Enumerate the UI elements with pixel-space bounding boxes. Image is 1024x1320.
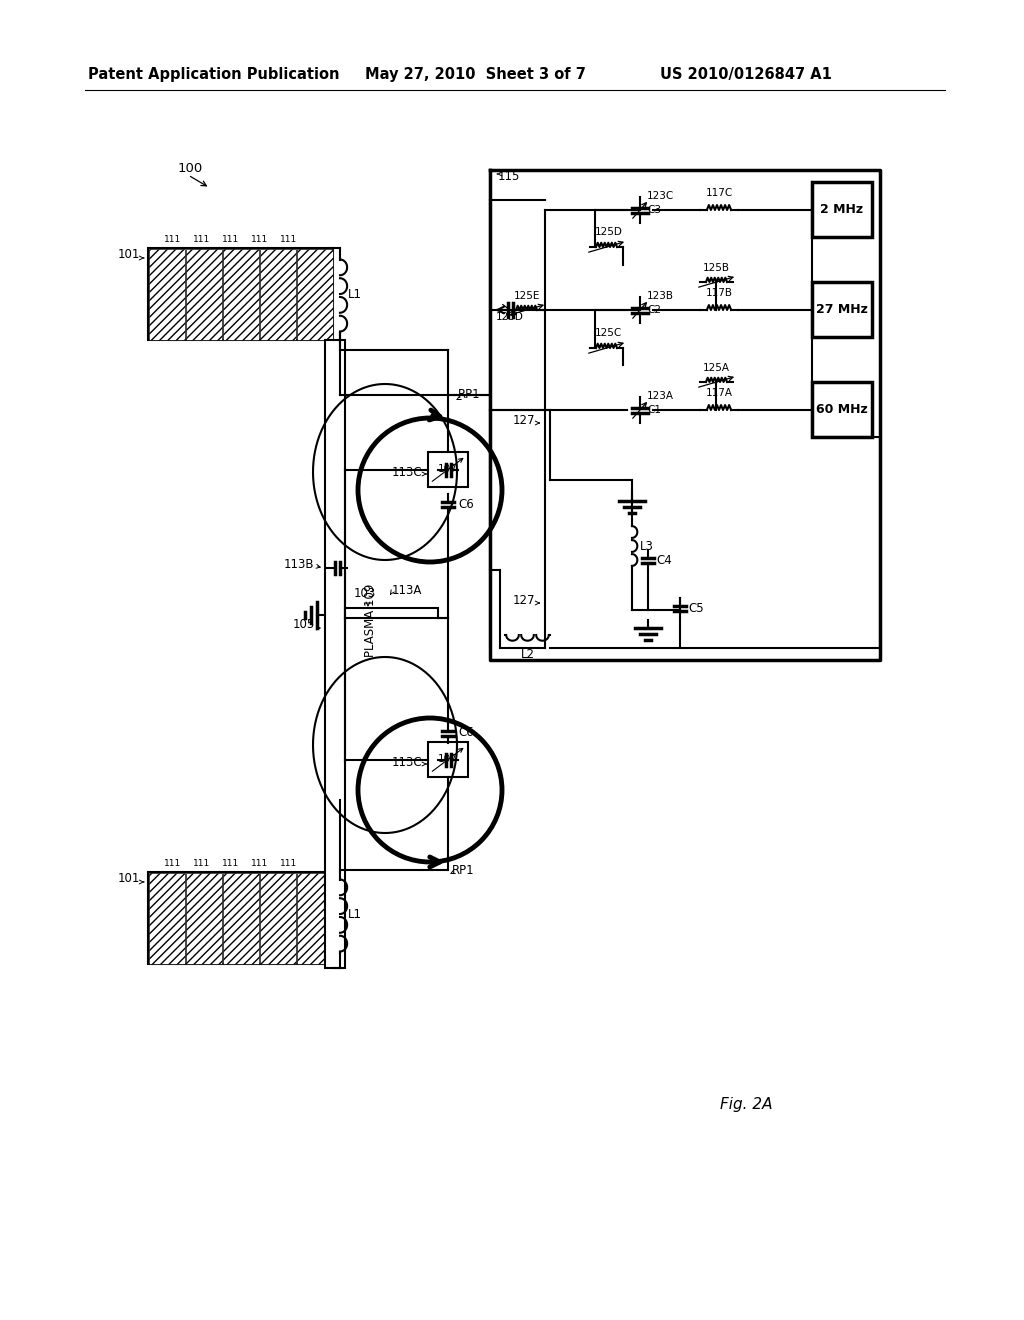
Text: 27 MHz: 27 MHz — [816, 304, 868, 315]
Text: RP1: RP1 — [452, 863, 475, 876]
Text: 111: 111 — [222, 235, 240, 244]
Text: 111: 111 — [281, 235, 298, 244]
Text: 101: 101 — [118, 873, 140, 886]
Text: 113B: 113B — [284, 558, 314, 572]
Text: L2: L2 — [521, 648, 535, 661]
Text: C5: C5 — [688, 602, 703, 615]
Text: 111: 111 — [251, 859, 268, 869]
Text: 111: 111 — [251, 235, 268, 244]
Text: 103: 103 — [354, 587, 376, 601]
Text: 100: 100 — [178, 161, 203, 174]
Text: RP1: RP1 — [458, 388, 480, 401]
Text: 107: 107 — [438, 755, 458, 764]
Text: 115: 115 — [498, 170, 520, 183]
Text: 125D: 125D — [595, 227, 623, 238]
Text: 117C: 117C — [706, 187, 732, 198]
Text: 111: 111 — [194, 235, 211, 244]
Text: 105: 105 — [293, 619, 315, 631]
Text: L1: L1 — [348, 289, 362, 301]
Text: 111: 111 — [281, 859, 298, 869]
Text: 60 MHz: 60 MHz — [816, 403, 868, 416]
Text: 123C: 123C — [647, 191, 674, 201]
Text: 111: 111 — [165, 235, 181, 244]
Text: L1: L1 — [348, 908, 362, 921]
Bar — [297, 873, 333, 964]
Text: C6: C6 — [458, 726, 474, 739]
Text: 113A: 113A — [392, 583, 422, 597]
Bar — [259, 873, 296, 964]
Text: 113C: 113C — [391, 755, 422, 768]
Text: 127: 127 — [512, 594, 535, 606]
Text: US 2010/0126847 A1: US 2010/0126847 A1 — [660, 67, 831, 82]
Text: C4: C4 — [656, 553, 672, 566]
Text: 111: 111 — [222, 859, 240, 869]
Bar — [222, 873, 258, 964]
Text: 123A: 123A — [647, 391, 674, 401]
Bar — [428, 742, 468, 777]
Bar — [812, 182, 872, 238]
Text: 125E: 125E — [514, 290, 541, 301]
Polygon shape — [345, 609, 438, 618]
Bar — [148, 873, 184, 964]
Bar — [222, 248, 258, 339]
Text: 101: 101 — [118, 248, 140, 261]
Bar — [812, 381, 872, 437]
Text: C2: C2 — [647, 305, 662, 315]
Bar — [259, 248, 296, 339]
Text: 107: 107 — [438, 465, 458, 474]
Text: 125C: 125C — [595, 327, 623, 338]
Text: C3: C3 — [647, 205, 662, 215]
Bar — [185, 248, 221, 339]
Text: PLASMA 109: PLASMA 109 — [364, 583, 377, 656]
Text: 125B: 125B — [702, 263, 729, 273]
Text: 125A: 125A — [702, 363, 729, 374]
Text: 111: 111 — [165, 859, 181, 869]
Text: C1: C1 — [647, 405, 662, 414]
Text: 113C: 113C — [391, 466, 422, 479]
Text: 123D: 123D — [496, 312, 524, 322]
Text: L3: L3 — [640, 540, 654, 553]
Text: C6: C6 — [458, 498, 474, 511]
Text: 123B: 123B — [647, 290, 674, 301]
Polygon shape — [325, 341, 345, 968]
Text: 2 MHz: 2 MHz — [820, 203, 863, 216]
Text: Patent Application Publication: Patent Application Publication — [88, 67, 340, 82]
Text: 117B: 117B — [706, 288, 732, 298]
Bar — [812, 282, 872, 337]
Bar — [428, 451, 468, 487]
Text: May 27, 2010  Sheet 3 of 7: May 27, 2010 Sheet 3 of 7 — [365, 67, 586, 82]
Text: 127: 127 — [512, 413, 535, 426]
Bar — [148, 248, 333, 341]
Bar — [148, 248, 184, 339]
Bar — [185, 873, 221, 964]
Text: 117A: 117A — [706, 388, 732, 399]
Bar — [148, 873, 333, 964]
Text: 111: 111 — [194, 859, 211, 869]
Bar — [297, 248, 333, 339]
Text: Fig. 2A: Fig. 2A — [720, 1097, 772, 1113]
